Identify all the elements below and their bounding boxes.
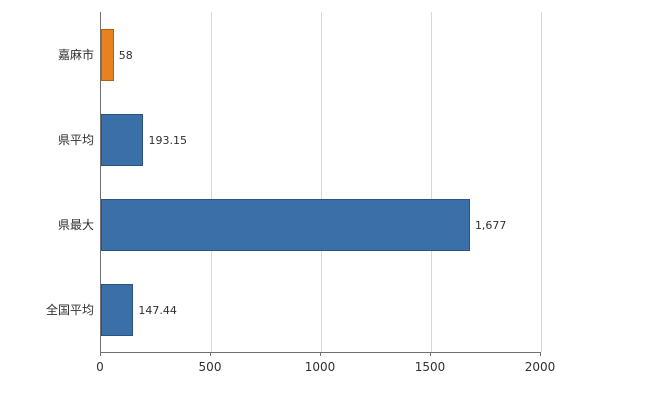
gridline <box>541 12 542 352</box>
bar-row: 193.15 <box>101 97 541 182</box>
x-tick-label: 1000 <box>304 360 336 374</box>
bar-全国平均 <box>101 283 134 336</box>
gridline <box>431 12 432 352</box>
x-axis-tick <box>210 352 211 356</box>
x-axis-tick <box>100 352 101 356</box>
bar-row: 147.44 <box>101 267 541 352</box>
plot-area: 58 193.15 1,677 147.44 <box>100 12 542 353</box>
bar-row: 58 <box>101 12 541 97</box>
gridline <box>321 12 322 352</box>
bar-嘉麻市 <box>101 28 114 81</box>
x-axis-tick <box>430 352 431 356</box>
category-label-嘉麻市: 嘉麻市 <box>57 48 94 62</box>
bar-row: 1,677 <box>101 182 541 267</box>
x-tick-label: 0 <box>96 360 104 374</box>
category-label-県平均: 県平均 <box>57 133 94 147</box>
bar-value-label: 193.15 <box>148 133 187 147</box>
bar-県平均 <box>101 113 144 166</box>
category-label-全国平均: 全国平均 <box>45 303 94 317</box>
x-tick-label: 1500 <box>414 360 446 374</box>
x-tick-label: 500 <box>198 360 222 374</box>
bar-県最大 <box>101 198 470 251</box>
gridline <box>211 12 212 352</box>
bar-value-label: 58 <box>118 48 133 62</box>
category-label-県最大: 県最大 <box>57 218 94 232</box>
x-axis-tick <box>320 352 321 356</box>
bar-value-label: 1,677 <box>474 218 507 232</box>
x-axis-tick <box>540 352 541 356</box>
bar-value-label: 147.44 <box>138 303 177 317</box>
x-tick-label: 2000 <box>524 360 556 374</box>
